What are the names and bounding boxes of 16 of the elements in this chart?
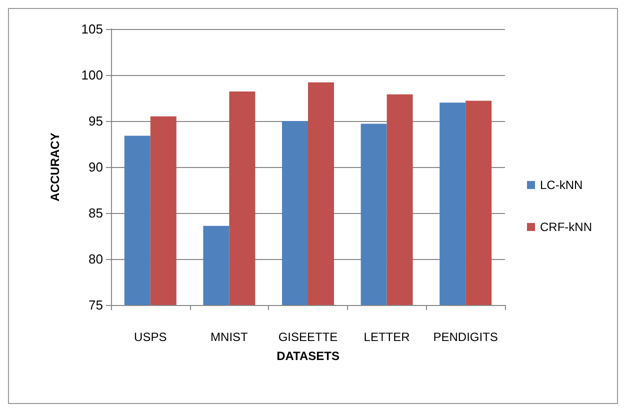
x-tick-label: USPS <box>134 330 167 344</box>
y-tick-label: 85 <box>88 206 103 220</box>
y-axis-title: ACCURACY <box>48 132 62 202</box>
y-tick-label: 105 <box>81 22 103 36</box>
y-tick-label: 95 <box>88 114 103 128</box>
x-tick-label: GISEETTE <box>278 330 338 344</box>
x-tick-label: LETTER <box>364 330 410 344</box>
y-tick-label: 80 <box>88 252 103 266</box>
legend-label: LC-kNN <box>540 178 583 192</box>
x-tick-label: MNIST <box>210 330 249 344</box>
y-tick-label: 100 <box>81 68 103 82</box>
y-tick-label: 90 <box>88 160 103 174</box>
x-axis-title: DATASETS <box>276 349 340 363</box>
x-tick-label: PENDIGITS <box>433 330 498 344</box>
y-tick-label: 75 <box>88 298 103 312</box>
legend-label: CRF-kNN <box>540 220 592 234</box>
